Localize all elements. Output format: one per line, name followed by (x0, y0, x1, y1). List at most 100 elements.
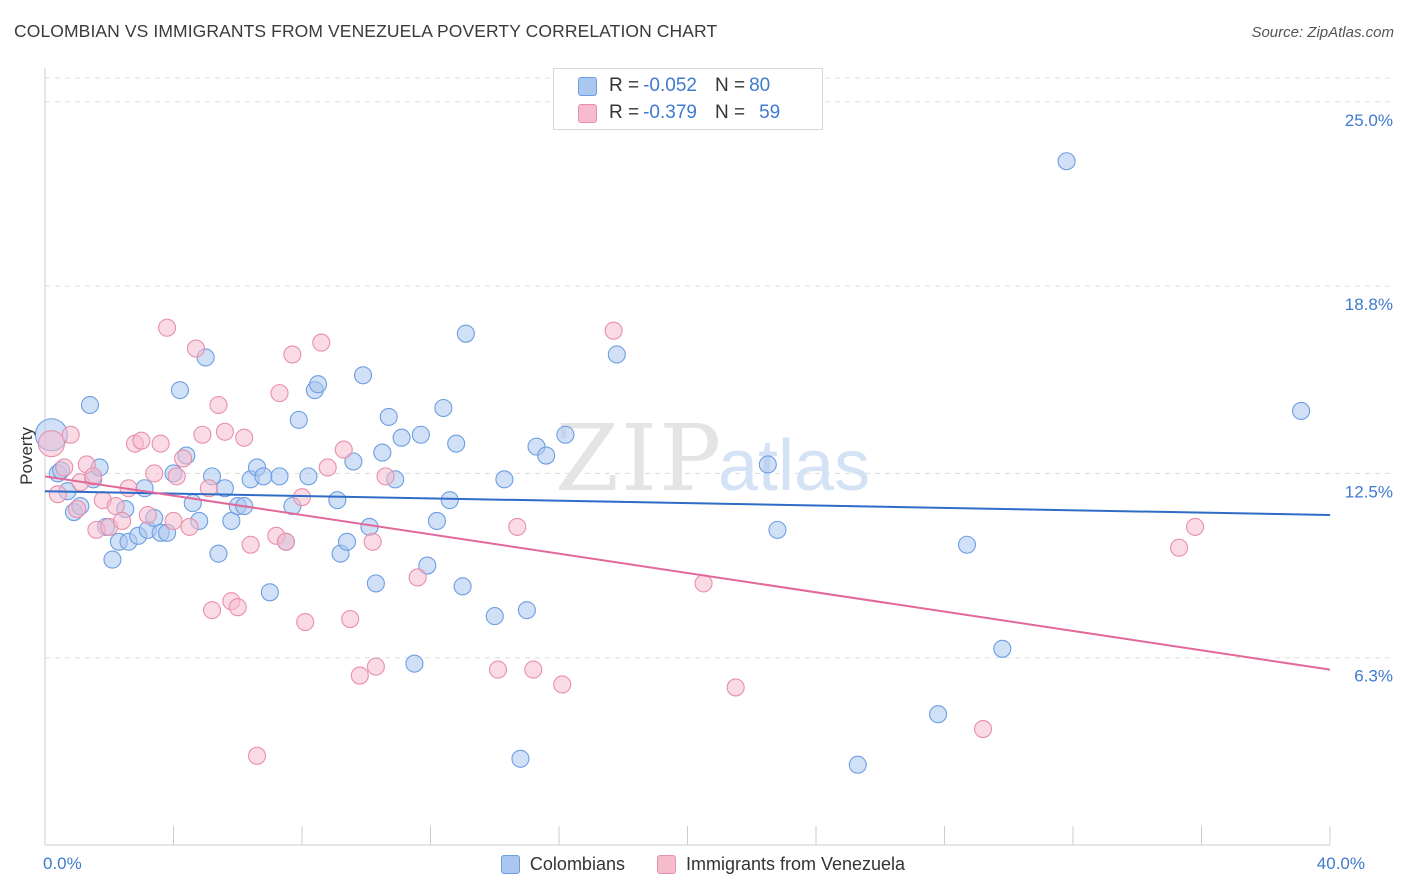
trend-lines (44, 475, 1331, 671)
point-colombians (405, 654, 424, 673)
point-venezuela (158, 318, 177, 337)
trend-line-venezuela (44, 475, 1331, 671)
point-venezuela (247, 746, 267, 765)
point-colombians (270, 467, 289, 486)
point-venezuela (164, 511, 183, 531)
watermark: ZIP atlas (555, 405, 870, 512)
point-venezuela (318, 458, 337, 477)
legend-n-label: N = (714, 102, 746, 123)
point-venezuela (113, 511, 132, 531)
series-venezuela-points (37, 318, 1205, 765)
legend-r-value: -0.052 (643, 75, 697, 96)
point-venezuela (296, 612, 315, 632)
point-venezuela (145, 464, 164, 483)
point-venezuela (37, 430, 65, 458)
point-venezuela (283, 345, 302, 364)
point-colombians (392, 428, 411, 447)
point-venezuela (292, 488, 312, 507)
point-venezuela (167, 467, 186, 486)
point-colombians (447, 434, 466, 453)
legend-label-colombians: Colombians (529, 853, 625, 874)
point-colombians (373, 443, 392, 462)
point-colombians (485, 607, 504, 626)
point-venezuela (1186, 517, 1205, 536)
point-venezuela (726, 678, 745, 697)
point-colombians (848, 755, 867, 774)
y-tick-label: 6.3% (1354, 667, 1393, 686)
point-venezuela (363, 532, 382, 551)
point-colombians (434, 398, 453, 418)
point-venezuela (334, 440, 353, 459)
point-venezuela (235, 428, 254, 447)
point-colombians (929, 705, 948, 724)
point-colombians (556, 425, 575, 444)
point-colombians (260, 583, 279, 602)
point-colombians (440, 491, 459, 510)
trend-line-colombians (44, 490, 1331, 517)
legend-row-colombians: R = -0.052 N = 80 (578, 73, 770, 99)
point-colombians (379, 407, 398, 426)
point-venezuela (694, 574, 713, 593)
point-venezuela (488, 660, 508, 679)
chart-title: COLOMBIAN VS IMMIGRANTS FROM VENEZUELA P… (14, 21, 718, 41)
point-colombians (511, 749, 530, 768)
point-venezuela (524, 660, 543, 679)
point-colombians (103, 550, 122, 569)
legend-item-colombians[interactable]: Colombians (500, 853, 625, 875)
point-colombians (517, 601, 536, 620)
point-colombians (1057, 152, 1076, 171)
gridlines (45, 77, 1395, 659)
point-venezuela (151, 434, 170, 453)
point-venezuela (209, 395, 228, 415)
legend-swatch-colombians (500, 854, 520, 874)
point-venezuela (186, 339, 206, 358)
y-axis-label: Poverty (17, 427, 36, 485)
point-colombians (758, 455, 777, 474)
point-colombians (607, 345, 626, 364)
x-tick-label: 0.0% (43, 854, 82, 873)
point-colombians (80, 395, 100, 415)
legend-swatch-venezuela (656, 854, 676, 874)
watermark-zip: ZIP (555, 405, 723, 512)
point-colombians (328, 491, 347, 510)
point-colombians (254, 467, 273, 486)
point-venezuela (228, 598, 247, 617)
y-tick-label: 18.8% (1345, 295, 1393, 314)
y-tick-labels: 6.3% 12.5% 18.8% 25.0% (1345, 111, 1393, 686)
point-colombians (309, 375, 328, 394)
point-colombians (337, 532, 357, 551)
legend-r-value: -0.379 (643, 102, 697, 123)
correlation-legend: R = -0.052 N = 80 R = -0.379 N = 59 (553, 68, 823, 130)
point-colombians (456, 324, 475, 343)
point-venezuela (604, 321, 623, 340)
legend-label-venezuela: Immigrants from Venezuela (685, 853, 906, 874)
legend-item-venezuela[interactable]: Immigrants from Venezuela (656, 853, 906, 875)
point-colombians (1292, 401, 1311, 421)
point-venezuela (350, 666, 369, 685)
point-venezuela (366, 657, 385, 676)
point-venezuela (61, 425, 80, 444)
point-venezuela (174, 449, 193, 468)
legend-r-label: R = (609, 102, 640, 123)
point-venezuela (276, 532, 295, 551)
point-venezuela (312, 333, 331, 352)
point-venezuela (553, 675, 572, 694)
point-colombians (135, 479, 154, 498)
point-venezuela (341, 610, 360, 629)
x-tick-labels: 0.0% 40.0% (43, 854, 1365, 873)
point-colombians (418, 556, 437, 575)
watermark-atlas: atlas (718, 426, 870, 506)
y-tick-label: 25.0% (1345, 111, 1393, 130)
point-colombians (209, 544, 228, 563)
x-tick-label: 40.0% (1317, 854, 1365, 873)
point-colombians (366, 574, 385, 593)
legend-n-value: 80 (749, 75, 771, 96)
point-venezuela (1169, 538, 1189, 557)
point-colombians (768, 520, 787, 539)
point-venezuela (203, 601, 222, 620)
point-colombians (170, 381, 189, 400)
point-colombians (289, 410, 308, 429)
axes (44, 68, 1331, 846)
point-venezuela (508, 517, 527, 536)
